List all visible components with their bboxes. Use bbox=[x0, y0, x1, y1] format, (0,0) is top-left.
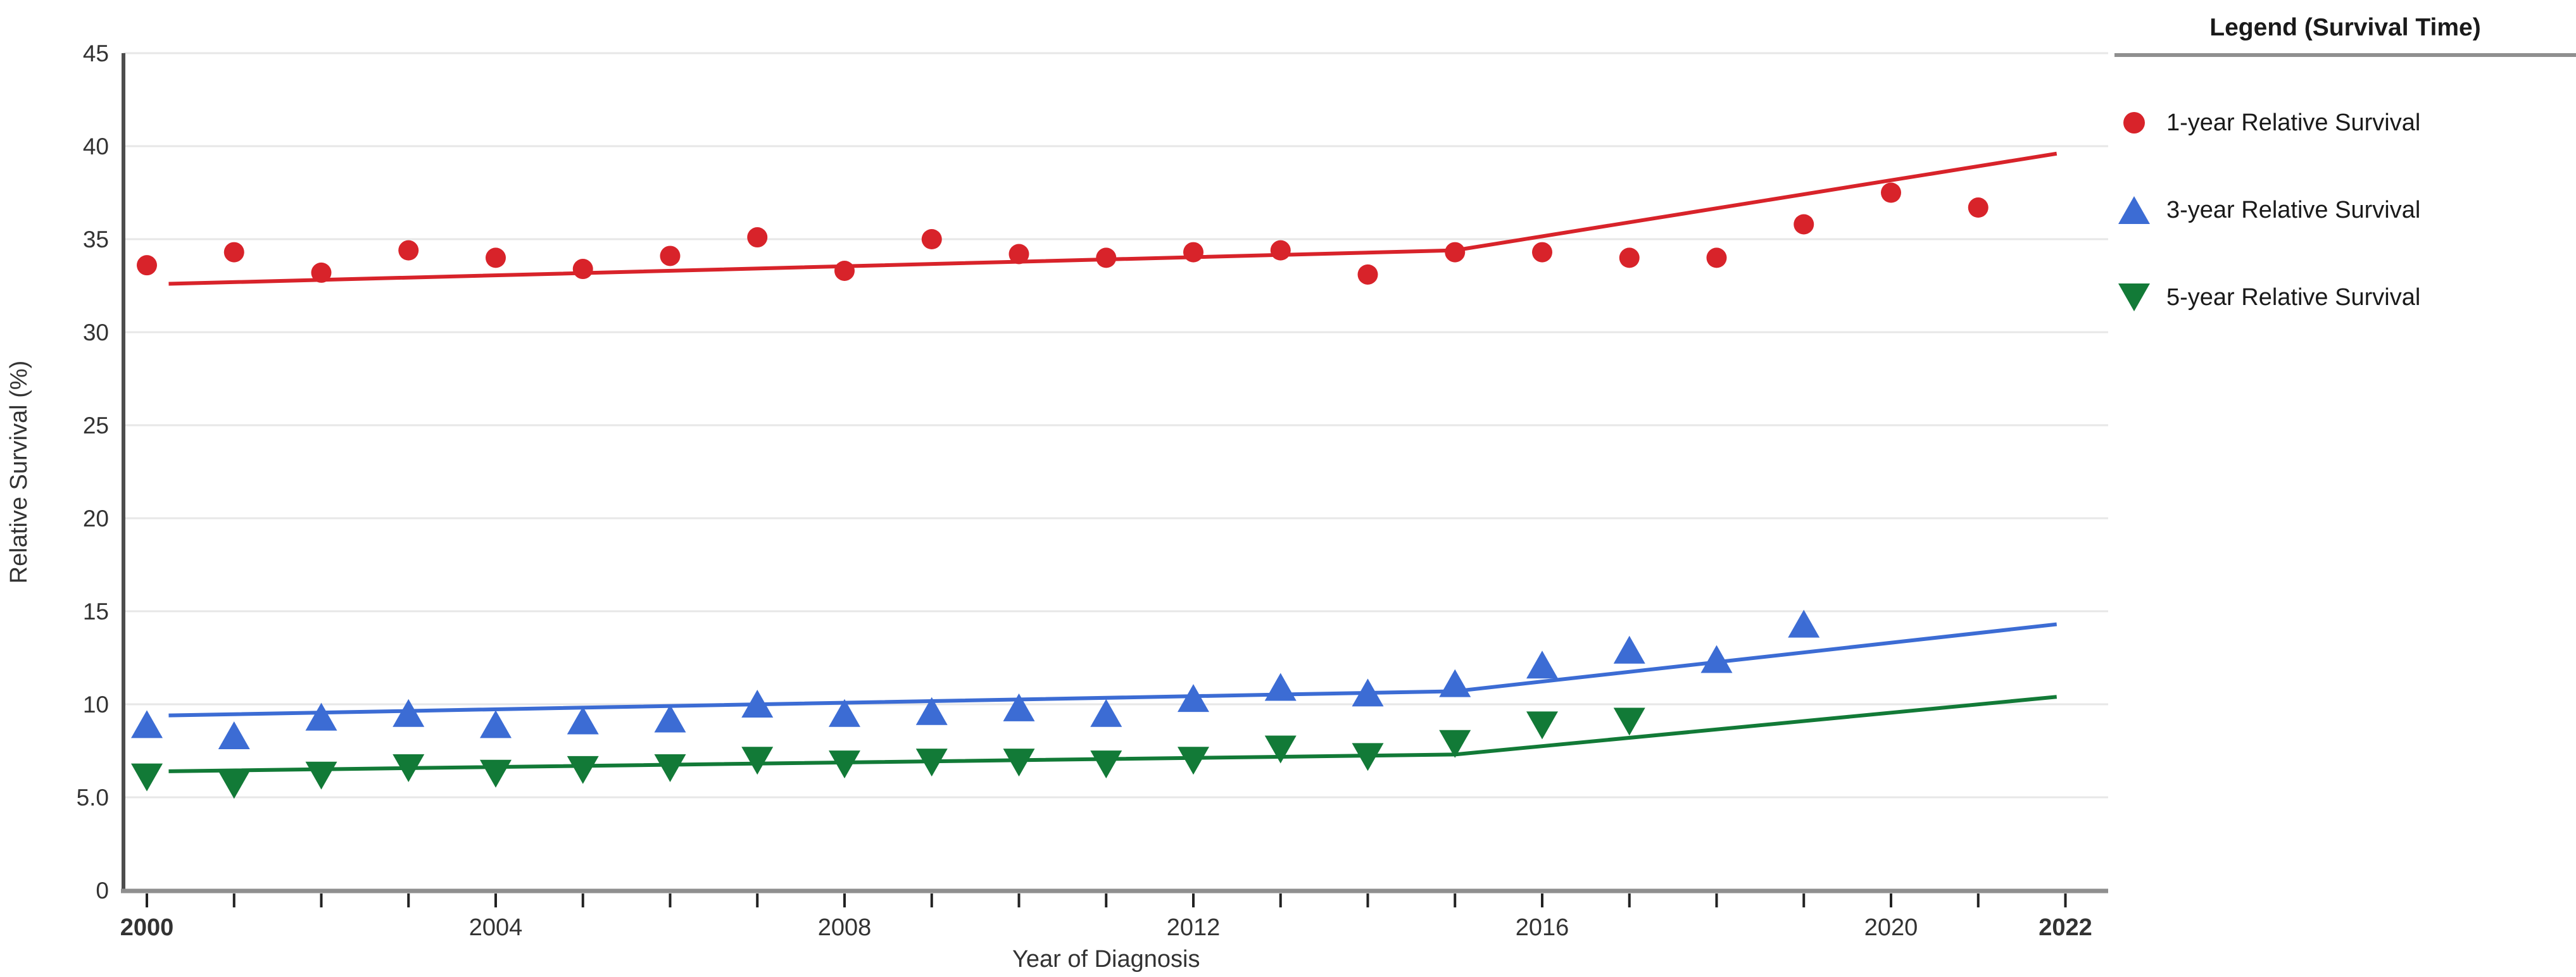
legend-item-1-year: 1-year Relative Survival bbox=[2114, 106, 2576, 139]
y-axis-title: Relative Survival (%) bbox=[6, 361, 32, 584]
x-tick-label-2020: 2020 bbox=[1864, 914, 1918, 941]
circle-glyph bbox=[2123, 112, 2145, 134]
data-point-1-year-2000[interactable] bbox=[137, 255, 157, 276]
trend-line-3-year bbox=[168, 622, 2058, 718]
data-point-3-year-2019[interactable] bbox=[1788, 609, 1820, 638]
legend-item-3-year: 3-year Relative Survival bbox=[2114, 194, 2576, 227]
data-point-5-year-2013[interactable] bbox=[1264, 735, 1297, 764]
y-tick-label-20: 20 bbox=[83, 506, 109, 532]
data-point-3-year-2008[interactable] bbox=[829, 699, 860, 727]
data-point-3-year-2002[interactable] bbox=[305, 702, 337, 731]
data-point-1-year-2004[interactable] bbox=[486, 247, 506, 268]
data-point-3-year-2007[interactable] bbox=[741, 690, 774, 718]
chart-legend: Legend (Survival Time) 1-year Relative S… bbox=[2114, 0, 2576, 354]
data-point-1-year-2003[interactable] bbox=[398, 240, 419, 261]
data-point-5-year-2001[interactable] bbox=[218, 771, 250, 799]
data-point-1-year-2007[interactable] bbox=[747, 227, 768, 248]
data-point-1-year-2019[interactable] bbox=[1794, 214, 1814, 235]
data-point-3-year-2017[interactable] bbox=[1613, 635, 1645, 664]
data-point-1-year-2008[interactable] bbox=[834, 260, 855, 281]
data-point-1-year-2017[interactable] bbox=[1619, 247, 1640, 268]
x-tick-label-2008: 2008 bbox=[818, 914, 872, 941]
data-point-5-year-2017[interactable] bbox=[1613, 707, 1645, 736]
data-point-1-year-2005[interactable] bbox=[572, 259, 593, 280]
data-point-3-year-2003[interactable] bbox=[393, 699, 425, 727]
data-point-3-year-2006[interactable] bbox=[654, 704, 686, 733]
data-point-1-year-2015[interactable] bbox=[1445, 242, 1466, 263]
data-point-1-year-2021[interactable] bbox=[1968, 197, 1989, 218]
y-tick-label-15: 15 bbox=[83, 599, 109, 625]
legend-item-label: 5-year Relative Survival bbox=[2166, 283, 2421, 311]
data-point-3-year-2018[interactable] bbox=[1700, 645, 1733, 673]
data-point-1-year-2001[interactable] bbox=[223, 242, 244, 263]
data-point-3-year-2004[interactable] bbox=[480, 710, 512, 738]
data-point-5-year-2006[interactable] bbox=[654, 754, 686, 782]
data-point-1-year-2006[interactable] bbox=[660, 246, 681, 266]
data-point-1-year-2018[interactable] bbox=[1706, 247, 1727, 268]
data-point-5-year-2009[interactable] bbox=[915, 749, 948, 777]
circle-marker-icon bbox=[2114, 112, 2154, 134]
y-tick-label-30: 30 bbox=[83, 320, 109, 345]
data-point-3-year-2016[interactable] bbox=[1526, 650, 1558, 679]
data-point-3-year-2010[interactable] bbox=[1003, 693, 1035, 721]
data-point-1-year-2009[interactable] bbox=[921, 229, 942, 249]
x-tick-label-2004: 2004 bbox=[469, 914, 523, 941]
data-point-5-year-2007[interactable] bbox=[741, 747, 774, 775]
data-point-1-year-2016[interactable] bbox=[1532, 242, 1552, 263]
data-point-1-year-2013[interactable] bbox=[1270, 240, 1291, 261]
y-tick-label-40: 40 bbox=[83, 134, 109, 159]
data-point-3-year-2015[interactable] bbox=[1439, 669, 1471, 697]
triangle-up-marker-icon bbox=[2114, 196, 2154, 224]
data-point-5-year-2004[interactable] bbox=[480, 759, 512, 788]
data-point-1-year-2014[interactable] bbox=[1357, 264, 1378, 285]
y-tick-label-35: 35 bbox=[83, 227, 109, 252]
data-point-5-year-2010[interactable] bbox=[1003, 749, 1035, 777]
data-point-3-year-2009[interactable] bbox=[915, 697, 948, 725]
data-point-5-year-2011[interactable] bbox=[1090, 750, 1122, 779]
legend-item-5-year: 5-year Relative Survival bbox=[2114, 281, 2576, 314]
data-point-1-year-2011[interactable] bbox=[1096, 247, 1117, 268]
triangle-down-marker-icon bbox=[2114, 283, 2154, 311]
data-point-5-year-2015[interactable] bbox=[1439, 730, 1471, 758]
y-tick-label-45: 45 bbox=[83, 40, 109, 66]
data-point-3-year-2000[interactable] bbox=[131, 710, 163, 738]
x-axis-title: Year of Diagnosis bbox=[1012, 946, 1200, 973]
data-point-5-year-2002[interactable] bbox=[305, 761, 337, 790]
data-point-5-year-2012[interactable] bbox=[1178, 747, 1209, 775]
data-point-1-year-2020[interactable] bbox=[1881, 182, 1901, 203]
y-tick-label-25: 25 bbox=[83, 413, 109, 439]
data-point-5-year-2014[interactable] bbox=[1352, 743, 1384, 771]
data-point-3-year-2012[interactable] bbox=[1178, 684, 1209, 713]
y-tick-label-5.0: 5.0 bbox=[77, 785, 109, 811]
data-point-3-year-2014[interactable] bbox=[1352, 678, 1384, 707]
legend-title: Legend (Survival Time) bbox=[2209, 14, 2481, 41]
legend-item-label: 3-year Relative Survival bbox=[2166, 196, 2421, 223]
data-point-5-year-2003[interactable] bbox=[393, 754, 425, 782]
x-tick-label-2000: 2000 bbox=[120, 914, 174, 941]
y-tick-label-10: 10 bbox=[83, 692, 109, 718]
data-point-3-year-2011[interactable] bbox=[1090, 699, 1122, 727]
y-tick-label-0: 0 bbox=[96, 878, 109, 904]
legend-item-label: 1-year Relative Survival bbox=[2166, 109, 2421, 136]
x-tick-label-2012: 2012 bbox=[1167, 914, 1221, 941]
data-point-3-year-2005[interactable] bbox=[567, 706, 599, 735]
data-point-1-year-2012[interactable] bbox=[1183, 242, 1203, 263]
triangle-up-glyph bbox=[2118, 196, 2150, 224]
data-point-5-year-2008[interactable] bbox=[829, 750, 860, 779]
x-tick-label-2016: 2016 bbox=[1516, 914, 1569, 941]
data-point-1-year-2002[interactable] bbox=[311, 262, 332, 283]
x-tick-label-2022: 2022 bbox=[2039, 914, 2092, 941]
data-point-5-year-2016[interactable] bbox=[1526, 711, 1558, 740]
data-point-3-year-2013[interactable] bbox=[1264, 673, 1297, 701]
data-point-3-year-2001[interactable] bbox=[218, 721, 250, 749]
data-point-1-year-2010[interactable] bbox=[1008, 244, 1029, 264]
data-point-5-year-2005[interactable] bbox=[567, 756, 599, 784]
legend-separator bbox=[2114, 53, 2576, 57]
triangle-down-glyph bbox=[2118, 283, 2150, 311]
data-point-5-year-2000[interactable] bbox=[131, 763, 163, 792]
